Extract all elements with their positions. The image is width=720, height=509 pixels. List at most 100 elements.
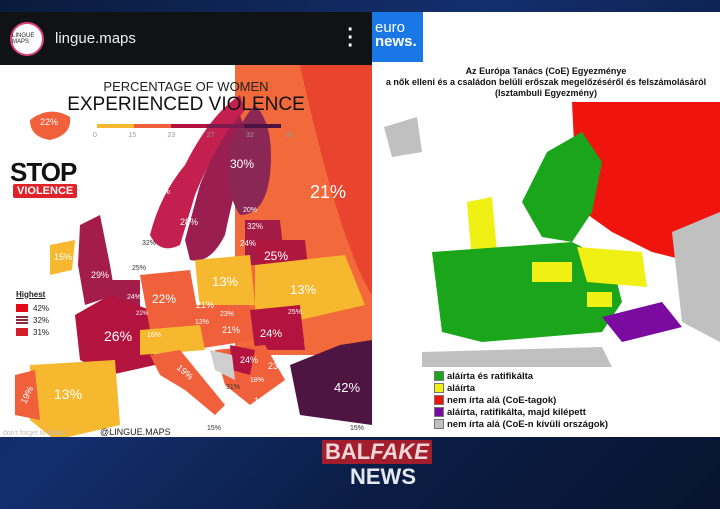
label-poland: 13% [212,274,239,289]
tick: 32 [245,132,254,139]
label-russia: 21% [310,182,347,202]
label-ireland: 15% [54,252,73,262]
violence-map [15,65,372,437]
region-greenland-iceland [384,117,422,157]
region-norway [150,95,245,249]
label-greece: 19% [254,396,273,406]
watermark-line1: BALFAKE [322,440,432,464]
tick: 23 [167,132,176,139]
tick: 38 [285,132,293,139]
legend-item: nem írta alá (CoE-tagok) [434,394,608,406]
label-belarus: 25% [264,249,289,263]
label-malta: 15% [207,425,222,432]
label-spain: 13% [54,386,83,402]
highest-legend: Highest 42% 32% 31% [16,288,49,338]
label-czechia: 21% [196,300,215,310]
tick: 27 [206,132,215,139]
watermark-line2: NEWS [350,464,416,489]
region-non-coe-east [672,212,720,342]
region-portugal [15,370,40,420]
region-uk [78,215,115,305]
violence-badge: VIOLENCE [13,184,78,198]
region-turkey [602,302,682,342]
label-luxembourg: 22% [136,311,149,317]
highest-item: 42% [16,302,49,314]
istanbul-convention-map [384,102,720,367]
region-alps [140,325,205,355]
region-iceland [30,111,71,140]
highest-title: Highest [16,289,46,299]
legend-item: aláírta, ratifikálta, majd kilépett [434,406,608,418]
label-sweden: 28% [180,217,199,227]
region-bulgaria [587,292,612,307]
region-russia-gradient [300,65,372,295]
label-belgium: 24% [127,294,142,301]
avatar[interactable]: LINGUE MAPS [10,21,44,56]
legend-item: aláírta és ratifikálta [434,370,608,382]
euronews-logo: euro news. [372,12,423,62]
more-vertical-icon[interactable]: · · · [347,19,354,57]
label-austria: 13% [195,319,210,326]
region-ukraine [577,247,647,287]
scale-segment [133,124,171,128]
region-serbia [230,345,255,375]
label-serbia: 24% [240,355,259,365]
follow-text: don't forget to follow [3,430,66,437]
label-france: 26% [104,328,133,344]
latvia-flag-icon [16,316,28,324]
highest-item: 31% [16,326,49,338]
region-france [75,295,155,375]
scale-ticks: 0 15 23 27 32 38 [93,132,293,139]
label-turkey: 42% [334,380,361,395]
region-russia [572,102,720,262]
region-ireland [50,240,75,275]
legend-item: nem írta alá (CoE-n kívüli országok) [434,418,608,430]
scale-segment [97,124,134,128]
label-lithuania: 24% [240,239,257,248]
region-ukraine [255,255,365,320]
convention-title: Az Európa Tanács (CoE) Egyezménye a nők … [385,66,707,98]
legend-swatch [434,371,444,381]
label-estonia: 20% [243,207,258,214]
username[interactable]: lingue.maps [55,30,136,47]
scale-segment [207,124,245,128]
label-cyprus: 15% [350,425,365,432]
label-switzerland: 16% [147,332,162,339]
label-netherlands: 25% [132,265,147,272]
region-germany [140,270,200,330]
instagram-header: LINGUE MAPS lingue.maps · · · [0,12,372,65]
region-scandinavia [522,132,602,242]
region-poland [195,255,255,310]
label-germany: 22% [152,292,177,306]
tick: 15 [128,132,137,139]
region-romania [250,305,305,350]
legend-swatch [434,407,444,417]
region-italy [150,350,225,415]
map-title-line1: PERCENTAGE OF WOMEN [103,79,269,94]
euronews-panel: euro news. Az Európa Tanács (CoE) Egyezmé… [372,12,720,437]
instagram-post-panel: LINGUE MAPS lingue.maps · · · PERCENTAGE O… [0,12,372,437]
albania-flag-icon [16,328,28,336]
region-spain [30,360,120,437]
region-bosnia [210,350,235,380]
label-ukraine: 13% [290,282,317,297]
region-czech-slovakia [532,262,572,282]
highest-item: 32% [16,314,49,326]
legend-swatch [434,383,444,393]
label-albania: 31% [226,384,241,391]
region-turkey [290,340,372,425]
label-denmark: 32% [142,240,157,247]
map-legend: aláírta és ratifikálta aláírta nem írta … [434,370,608,430]
label-finland: 30% [230,157,255,171]
label-latvia: 32% [247,222,264,231]
region-africa [422,347,612,367]
handle-text: @LINGUE.MAPS [100,427,171,437]
stop-logo: STOP [10,157,77,187]
label-norway: 27% [152,186,171,196]
legend-item: aláírta [434,382,608,394]
label-north-macedonia: 18% [250,377,265,384]
label-uk: 29% [91,270,110,280]
color-scale [97,124,281,128]
balfake-news-watermark: BALFAKE NEWS [322,440,432,492]
label-hungary: 21% [222,325,241,335]
